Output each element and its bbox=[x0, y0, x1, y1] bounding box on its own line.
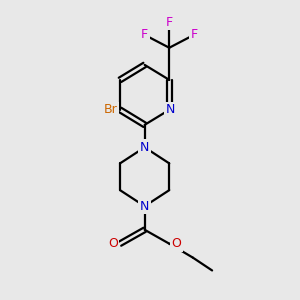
Text: Br: Br bbox=[104, 103, 118, 116]
Text: N: N bbox=[140, 200, 149, 213]
Text: F: F bbox=[141, 28, 148, 41]
Text: N: N bbox=[140, 141, 149, 154]
Text: F: F bbox=[166, 16, 173, 28]
Text: N: N bbox=[166, 103, 175, 116]
Text: O: O bbox=[171, 237, 181, 250]
Text: F: F bbox=[190, 28, 197, 41]
Text: O: O bbox=[108, 237, 118, 250]
